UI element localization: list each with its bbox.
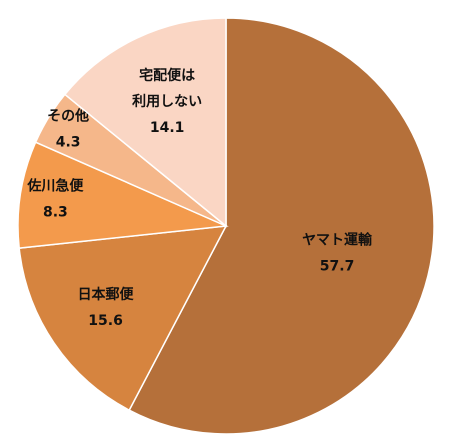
pie-slice bbox=[18, 225, 228, 412]
slice-label: 佐川急便 bbox=[26, 178, 84, 195]
value-label: 4.3 bbox=[56, 134, 81, 150]
value-label: 8.3 bbox=[43, 205, 68, 221]
pie-slice bbox=[17, 141, 229, 250]
pie-slice bbox=[128, 17, 435, 435]
slice-label: その他 bbox=[47, 107, 89, 124]
value-label: 57.7 bbox=[320, 258, 355, 274]
value-label: 14.1 bbox=[150, 120, 185, 136]
slice-label: ヤマト運輸 bbox=[302, 231, 373, 248]
slice-label: 日本郵便 bbox=[78, 286, 135, 303]
pie-slice bbox=[63, 17, 227, 228]
slice-label: 宅配便は利用しない bbox=[132, 67, 202, 110]
value-label: 15.6 bbox=[88, 313, 123, 329]
